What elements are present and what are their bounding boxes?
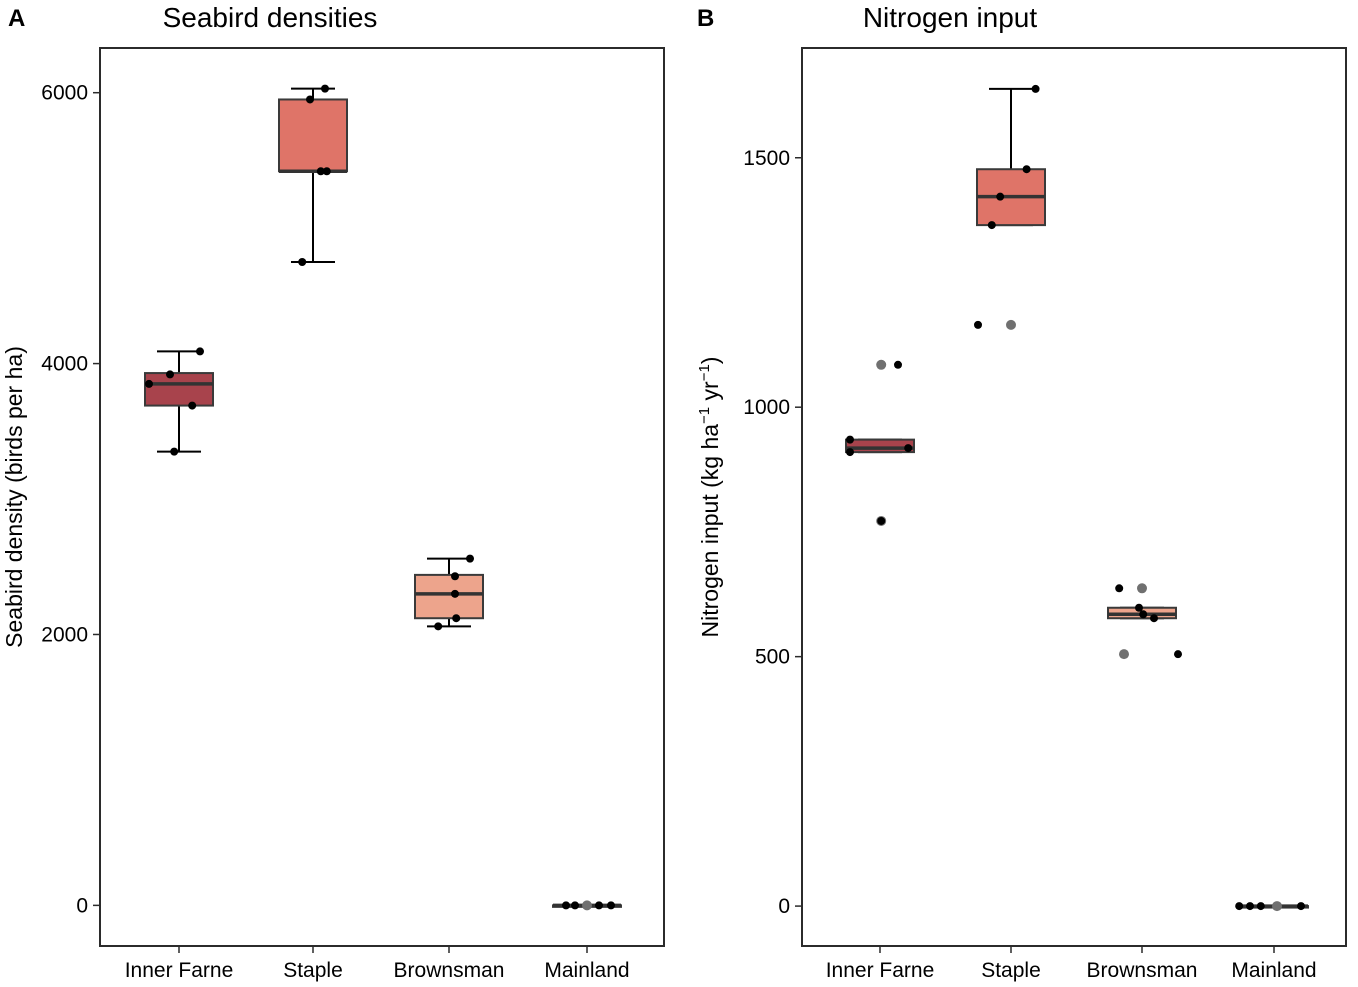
panel-b-data-point xyxy=(877,516,886,525)
panel-a-data-point xyxy=(321,84,329,93)
panel-a-y-tick-label: 0 xyxy=(76,894,88,917)
panel-b-data-point xyxy=(846,448,854,457)
panel-b-ylabel-part3: ) xyxy=(697,357,723,365)
panel-b-data-point xyxy=(996,192,1005,201)
panel-b-data-point xyxy=(1031,84,1040,93)
panel-a-y-axis-title: Seabird density (birds per ha) xyxy=(1,346,27,648)
panel-a-y-tick-label: 6000 xyxy=(41,82,88,105)
panel-a-data-point xyxy=(166,370,174,379)
panel-a-data-point xyxy=(452,614,461,623)
box-iqr xyxy=(144,372,214,407)
panel-a-data-point xyxy=(451,572,459,581)
panel-a-x-tick-label: Inner Farne xyxy=(125,959,234,982)
panel-a-y-tick-label: 4000 xyxy=(41,353,88,376)
panel-b-data-point xyxy=(1150,614,1158,623)
panel-b-data-point xyxy=(1174,650,1182,659)
panel-b-data-point xyxy=(1137,583,1147,594)
panel-b-x-tick-label: Brownsman xyxy=(1087,959,1198,982)
panel-a-data-point xyxy=(571,901,579,910)
panel-b-data-point xyxy=(1246,902,1254,911)
panel-b-x-tick-label: Inner Farne xyxy=(826,959,935,982)
panel-b-data-point xyxy=(1139,610,1148,619)
panel-b-data-point xyxy=(1006,319,1016,330)
panel-b-data-point xyxy=(1272,901,1282,912)
box-iqr xyxy=(414,573,484,620)
panel-b-data-point xyxy=(904,444,913,453)
panel-b-data-point xyxy=(1256,902,1265,911)
panel-a-data-point xyxy=(196,347,204,356)
panel-a-data-point xyxy=(145,379,153,388)
panel-b-data-point xyxy=(1119,649,1129,660)
panel-b-data-point xyxy=(1135,603,1143,612)
panel-b-title: Nitrogen input xyxy=(863,2,1038,33)
panel-a-x-tick-label: Staple xyxy=(283,959,343,982)
panel-a-box-brownsman xyxy=(414,557,484,628)
panel-b-ylabel-part1: Nitrogen input (kg ha xyxy=(697,424,723,638)
panel-a-data-point xyxy=(562,901,570,910)
panel-b-ylabel-part2: yr xyxy=(697,381,723,407)
panel-a-box-inner-farne xyxy=(144,350,214,453)
panel-b-data-point xyxy=(876,359,887,370)
panel-b-label: B xyxy=(697,5,714,32)
panel-b-data-point xyxy=(846,435,854,444)
panel-b-y-tick-label: 1500 xyxy=(743,147,790,170)
panel-a-data-point xyxy=(434,622,443,631)
panel-a-x-tick-label: Mainland xyxy=(544,959,629,982)
panel-b-y-tick-label: 500 xyxy=(755,646,790,669)
box-iqr xyxy=(845,438,915,454)
panel-b-x-tick-label: Mainland xyxy=(1231,959,1316,982)
panel-b-box-inner-farne xyxy=(845,438,915,454)
panel-a-plot-frame xyxy=(99,47,665,947)
panel-b-data-point xyxy=(1235,902,1244,911)
panel-b-data-point xyxy=(1297,902,1305,911)
panel-b-ylabel-sup1: −1 xyxy=(696,407,713,424)
panel-a-y-tick-label: 2000 xyxy=(41,623,88,646)
panel-a-data-point xyxy=(316,167,325,176)
panel-b-marks: 0 500 1000 1500 Inner Farne Staple Brownsman Ma… xyxy=(743,84,1317,982)
panel-b-data-point xyxy=(974,320,982,329)
panel-b-box-staple xyxy=(976,87,1046,227)
panel-a-label: A xyxy=(8,5,25,32)
box-iqr xyxy=(278,98,348,173)
panel-a-data-point xyxy=(306,95,314,104)
panel-a-data-point xyxy=(322,167,331,176)
panel-a-x-tick-label: Brownsman xyxy=(394,959,505,982)
panel-a-data-point xyxy=(451,589,459,598)
panel-a-box-staple xyxy=(278,87,348,264)
panel-b-plot-frame xyxy=(801,47,1347,947)
panel-a-data-point xyxy=(595,901,603,910)
panel-a-data-point xyxy=(298,258,307,267)
panel-b-y-axis-title: Nitrogen input (kg ha−1 yr−1) xyxy=(696,357,723,638)
panel-a-data-point xyxy=(170,447,179,456)
panel-a-data-point xyxy=(188,401,197,410)
panel-a-data-point xyxy=(607,901,615,910)
panel-a-data-point xyxy=(582,900,592,911)
panel-a-title: Seabird densities xyxy=(163,2,378,33)
panel-b-y-tick-label: 1000 xyxy=(743,396,790,419)
panel-b-data-point xyxy=(1022,165,1031,174)
panel-a-marks: 0 2000 4000 6000 Inner Farne Staple Brownsman M… xyxy=(41,82,629,982)
panel-b-y-tick-label: 0 xyxy=(778,895,790,918)
panel-b-data-point xyxy=(987,221,996,230)
panel-b-data-point xyxy=(894,360,902,369)
panel-b-ylabel-sup2: −1 xyxy=(696,364,713,381)
panel-b-data-point xyxy=(1115,584,1124,593)
panel-b-x-tick-label: Staple xyxy=(981,959,1041,982)
panel-a-data-point xyxy=(466,554,474,563)
